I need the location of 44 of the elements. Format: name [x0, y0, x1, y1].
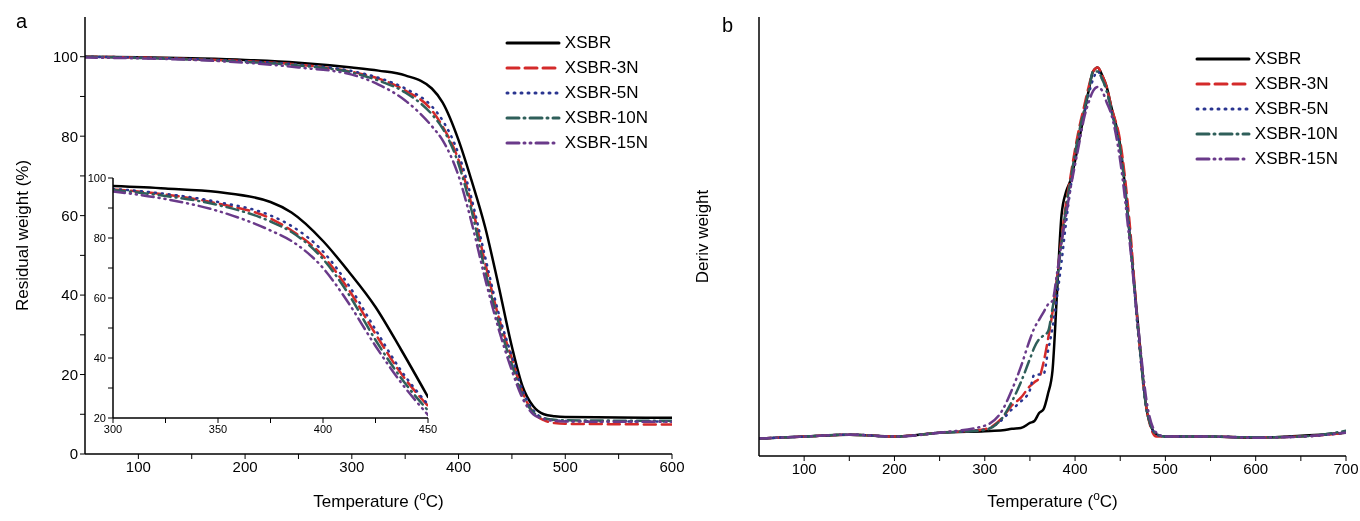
y-tick-label: 40: [61, 286, 78, 304]
legend-label: XSBR-15N: [564, 132, 648, 153]
x-tick-label: 300: [339, 457, 365, 475]
legend-label: XSBR-10N: [564, 107, 648, 128]
x-tick-label: 600: [659, 457, 685, 475]
x-tick-label: 200: [232, 457, 258, 475]
y-axis-title: Residual weight (%): [13, 159, 32, 312]
y-tick-label: 80: [93, 231, 106, 244]
x-tick-label: 700: [1333, 459, 1359, 477]
x-tick-label: 400: [446, 457, 472, 475]
x-tick-label: 300: [972, 459, 998, 477]
legend-label: XSBR: [564, 32, 612, 53]
y-tick-label: 80: [61, 127, 78, 145]
x-tick-label: 500: [552, 457, 578, 475]
legend-label: XSBR: [1254, 48, 1302, 69]
legend-label: XSBR-5N: [564, 82, 639, 103]
x-tick-label: 200: [881, 459, 907, 477]
x-tick-label: 450: [418, 422, 438, 435]
y-axis-title: Deriv weight: [693, 189, 712, 284]
chart-title: b: [722, 14, 734, 37]
y-tick-label: 60: [61, 206, 78, 224]
legend-label: XSBR-5N: [1254, 98, 1329, 119]
y-tick-label: 0: [69, 445, 78, 463]
x-axis-title: Temperature ($^{o}$C): [987, 489, 1118, 511]
x-axis-title: Temperature ($^{o}$C): [313, 489, 444, 511]
x-tick-label: 600: [1243, 459, 1269, 477]
x-tick-label: 500: [1152, 459, 1178, 477]
legend-label: XSBR-10N: [1254, 123, 1338, 144]
x-tick-label: 350: [208, 422, 228, 435]
legend-label: XSBR-3N: [564, 57, 639, 78]
x-tick-label: 100: [125, 457, 151, 475]
x-tick-label: 400: [313, 422, 333, 435]
y-tick-label: 100: [87, 171, 106, 184]
y-tick-label: 20: [61, 365, 78, 383]
y-tick-label: 100: [52, 48, 78, 66]
legend-label: XSBR-3N: [1254, 73, 1329, 94]
y-tick-label: 20: [93, 411, 106, 424]
x-tick-label: 100: [791, 459, 817, 477]
legend-label: XSBR-15N: [1254, 148, 1338, 169]
chart-title: a: [16, 10, 28, 33]
x-tick-label: 300: [103, 422, 123, 435]
y-tick-label: 60: [93, 291, 106, 304]
x-tick-label: 400: [1062, 459, 1088, 477]
y-tick-label: 40: [93, 351, 106, 364]
